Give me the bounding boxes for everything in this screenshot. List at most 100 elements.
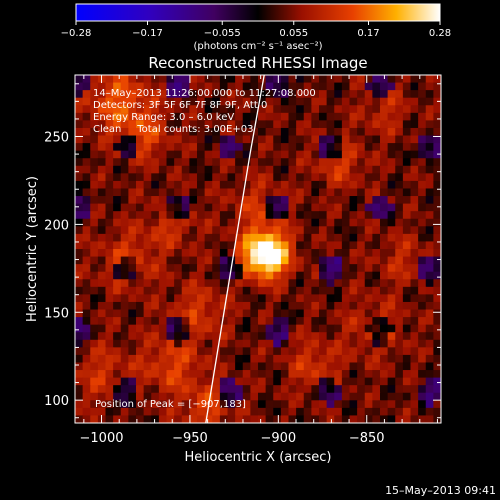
heatmap-cell [395, 120, 404, 129]
heatmap-cell [395, 332, 404, 341]
heatmap-cell [288, 317, 297, 326]
heatmap-cell [212, 112, 221, 121]
heatmap-cell [303, 226, 312, 235]
heatmap-cell [357, 75, 366, 84]
heatmap-cell [97, 150, 107, 159]
heatmap-cell [303, 127, 312, 137]
heatmap-cell [402, 332, 412, 341]
heatmap-cell [204, 211, 213, 220]
heatmap-cell [387, 203, 396, 212]
heatmap-cell [357, 82, 366, 91]
heatmap-cell [166, 385, 175, 394]
heatmap-cell [418, 173, 427, 182]
heatmap-cell [334, 241, 343, 250]
heatmap-cell [288, 143, 297, 152]
heatmap-cell [204, 249, 213, 258]
heatmap-cell [212, 127, 221, 137]
heatmap-cell [326, 226, 335, 235]
heatmap-cell [334, 294, 343, 303]
heatmap-cell [174, 241, 183, 250]
heatmap-cell [75, 226, 84, 235]
heatmap-cell [113, 165, 122, 174]
heatmap-cell [242, 279, 251, 288]
heatmap-cell [311, 370, 320, 379]
heatmap-cell [174, 143, 183, 152]
heatmap-cell [433, 158, 441, 167]
heatmap-cell [265, 75, 274, 84]
heatmap-cell [197, 400, 206, 409]
heatmap-cell [82, 249, 91, 258]
heatmap-cell [143, 377, 152, 386]
heatmap-cell [113, 294, 122, 303]
heatmap-cell [105, 392, 114, 401]
heatmap-cell [174, 105, 183, 114]
heatmap-cell [151, 317, 160, 326]
heatmap-cell [97, 407, 107, 417]
heatmap-cell [349, 97, 358, 106]
heatmap-cell [242, 180, 251, 190]
heatmap-cell [166, 339, 175, 348]
heatmap-cell [189, 415, 198, 423]
heatmap-cell [151, 173, 160, 182]
heatmap-cell [166, 143, 175, 152]
heatmap-cell [372, 392, 381, 401]
heatmap-cell [174, 226, 183, 235]
heatmap-cell [357, 256, 366, 265]
heatmap-cell [364, 188, 373, 197]
heatmap-cell [136, 97, 145, 106]
heatmap-cell [212, 180, 221, 190]
heatmap-cell [402, 218, 412, 227]
heatmap-cell [242, 400, 251, 409]
heatmap-cell [319, 112, 328, 121]
heatmap-cell [372, 294, 381, 303]
heatmap-cell [311, 256, 320, 265]
heatmap-cell [418, 286, 427, 295]
heatmap-cell [418, 324, 427, 333]
heatmap-cell [97, 249, 107, 258]
heatmap-cell [90, 377, 99, 386]
heatmap-cell [128, 75, 137, 84]
heatmap-cell [75, 264, 84, 273]
heatmap-cell [341, 150, 351, 159]
heatmap-cell [212, 385, 221, 394]
heatmap-cell [395, 400, 404, 409]
heatmap-cell [395, 294, 404, 303]
heatmap-cell [166, 203, 175, 212]
heatmap-cell [120, 105, 129, 114]
heatmap-cell [235, 188, 244, 197]
heatmap-cell [395, 339, 404, 348]
heatmap-cell [242, 392, 251, 401]
heatmap-cell [402, 392, 412, 401]
heatmap-cell [136, 317, 145, 326]
heatmap-cell [326, 105, 335, 114]
heatmap-cell [227, 143, 236, 152]
heatmap-cell [242, 196, 251, 205]
heatmap-cell [143, 82, 152, 91]
heatmap-cell [143, 256, 152, 265]
heatmap-cell [357, 218, 366, 227]
heatmap-cell [105, 127, 114, 137]
heatmap-cell [341, 317, 351, 326]
heatmap-cell [265, 249, 274, 258]
heatmap-cell [303, 286, 312, 295]
heatmap-cell [105, 173, 114, 182]
heatmap-cell [273, 158, 282, 167]
heatmap-cell [364, 241, 373, 250]
heatmap-cell [326, 203, 335, 212]
heatmap-cell [364, 150, 373, 159]
heatmap-cell [97, 112, 107, 121]
heatmap-image [75, 75, 441, 423]
heatmap-cell [82, 362, 91, 371]
heatmap-cell [97, 196, 107, 205]
heatmap-cell [219, 362, 229, 371]
heatmap-cell [158, 271, 168, 280]
heatmap-cell [197, 135, 206, 144]
heatmap-cell [265, 400, 274, 409]
heatmap-cell [319, 317, 328, 326]
heatmap-cell [433, 301, 441, 311]
heatmap-cell [280, 150, 290, 159]
heatmap-cell [273, 256, 282, 265]
heatmap-cell [410, 82, 419, 91]
heatmap-cell [357, 97, 366, 106]
heatmap-cell [433, 127, 441, 137]
